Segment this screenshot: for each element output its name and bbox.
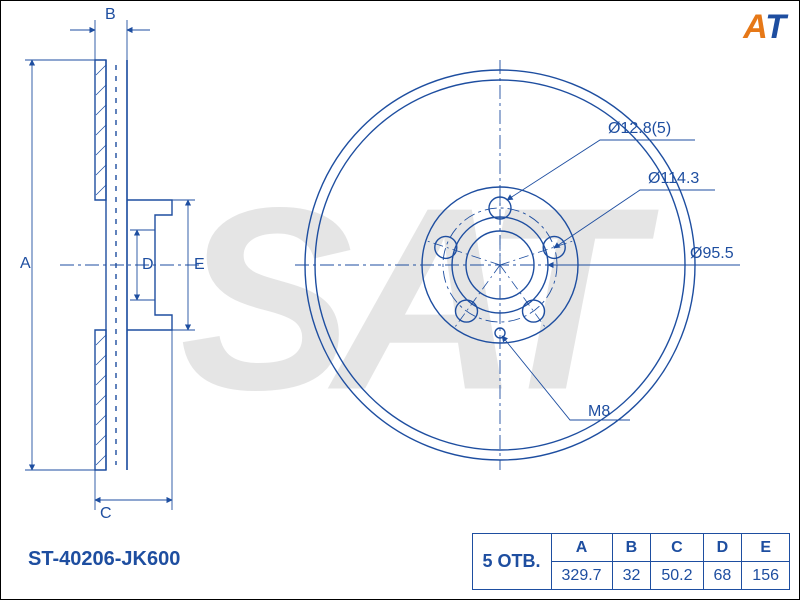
callout-pcd: Ø114.3 [648, 170, 699, 188]
dim-letter-d: D [142, 256, 154, 274]
dim-b [70, 20, 150, 60]
callout-bolt-dia: Ø12.8(5) [608, 120, 671, 138]
side-view [60, 60, 200, 470]
dim-letter-b: B [105, 6, 116, 24]
dim-letter-a: A [20, 255, 31, 273]
callout-bore: Ø95.5 [690, 245, 734, 263]
col-a: A [551, 534, 612, 562]
dim-letter-c: C [100, 505, 112, 523]
val-c: 50.2 [651, 562, 703, 590]
val-b: 32 [612, 562, 651, 590]
val-d: 68 [703, 562, 742, 590]
dim-letter-e: E [194, 256, 205, 274]
technical-drawing [0, 0, 800, 600]
dimension-table: 5 ОТВ. A B C D E 329.7 32 50.2 68 156 [472, 533, 791, 590]
part-number: ST-40206-JK600 [28, 548, 180, 571]
col-b: B [612, 534, 651, 562]
hole-count-cell: 5 ОТВ. [472, 534, 551, 590]
col-d: D [703, 534, 742, 562]
col-c: C [651, 534, 703, 562]
val-a: 329.7 [551, 562, 612, 590]
col-e: E [742, 534, 790, 562]
callouts [502, 140, 740, 420]
callout-thread: M8 [588, 403, 610, 421]
val-e: 156 [742, 562, 790, 590]
